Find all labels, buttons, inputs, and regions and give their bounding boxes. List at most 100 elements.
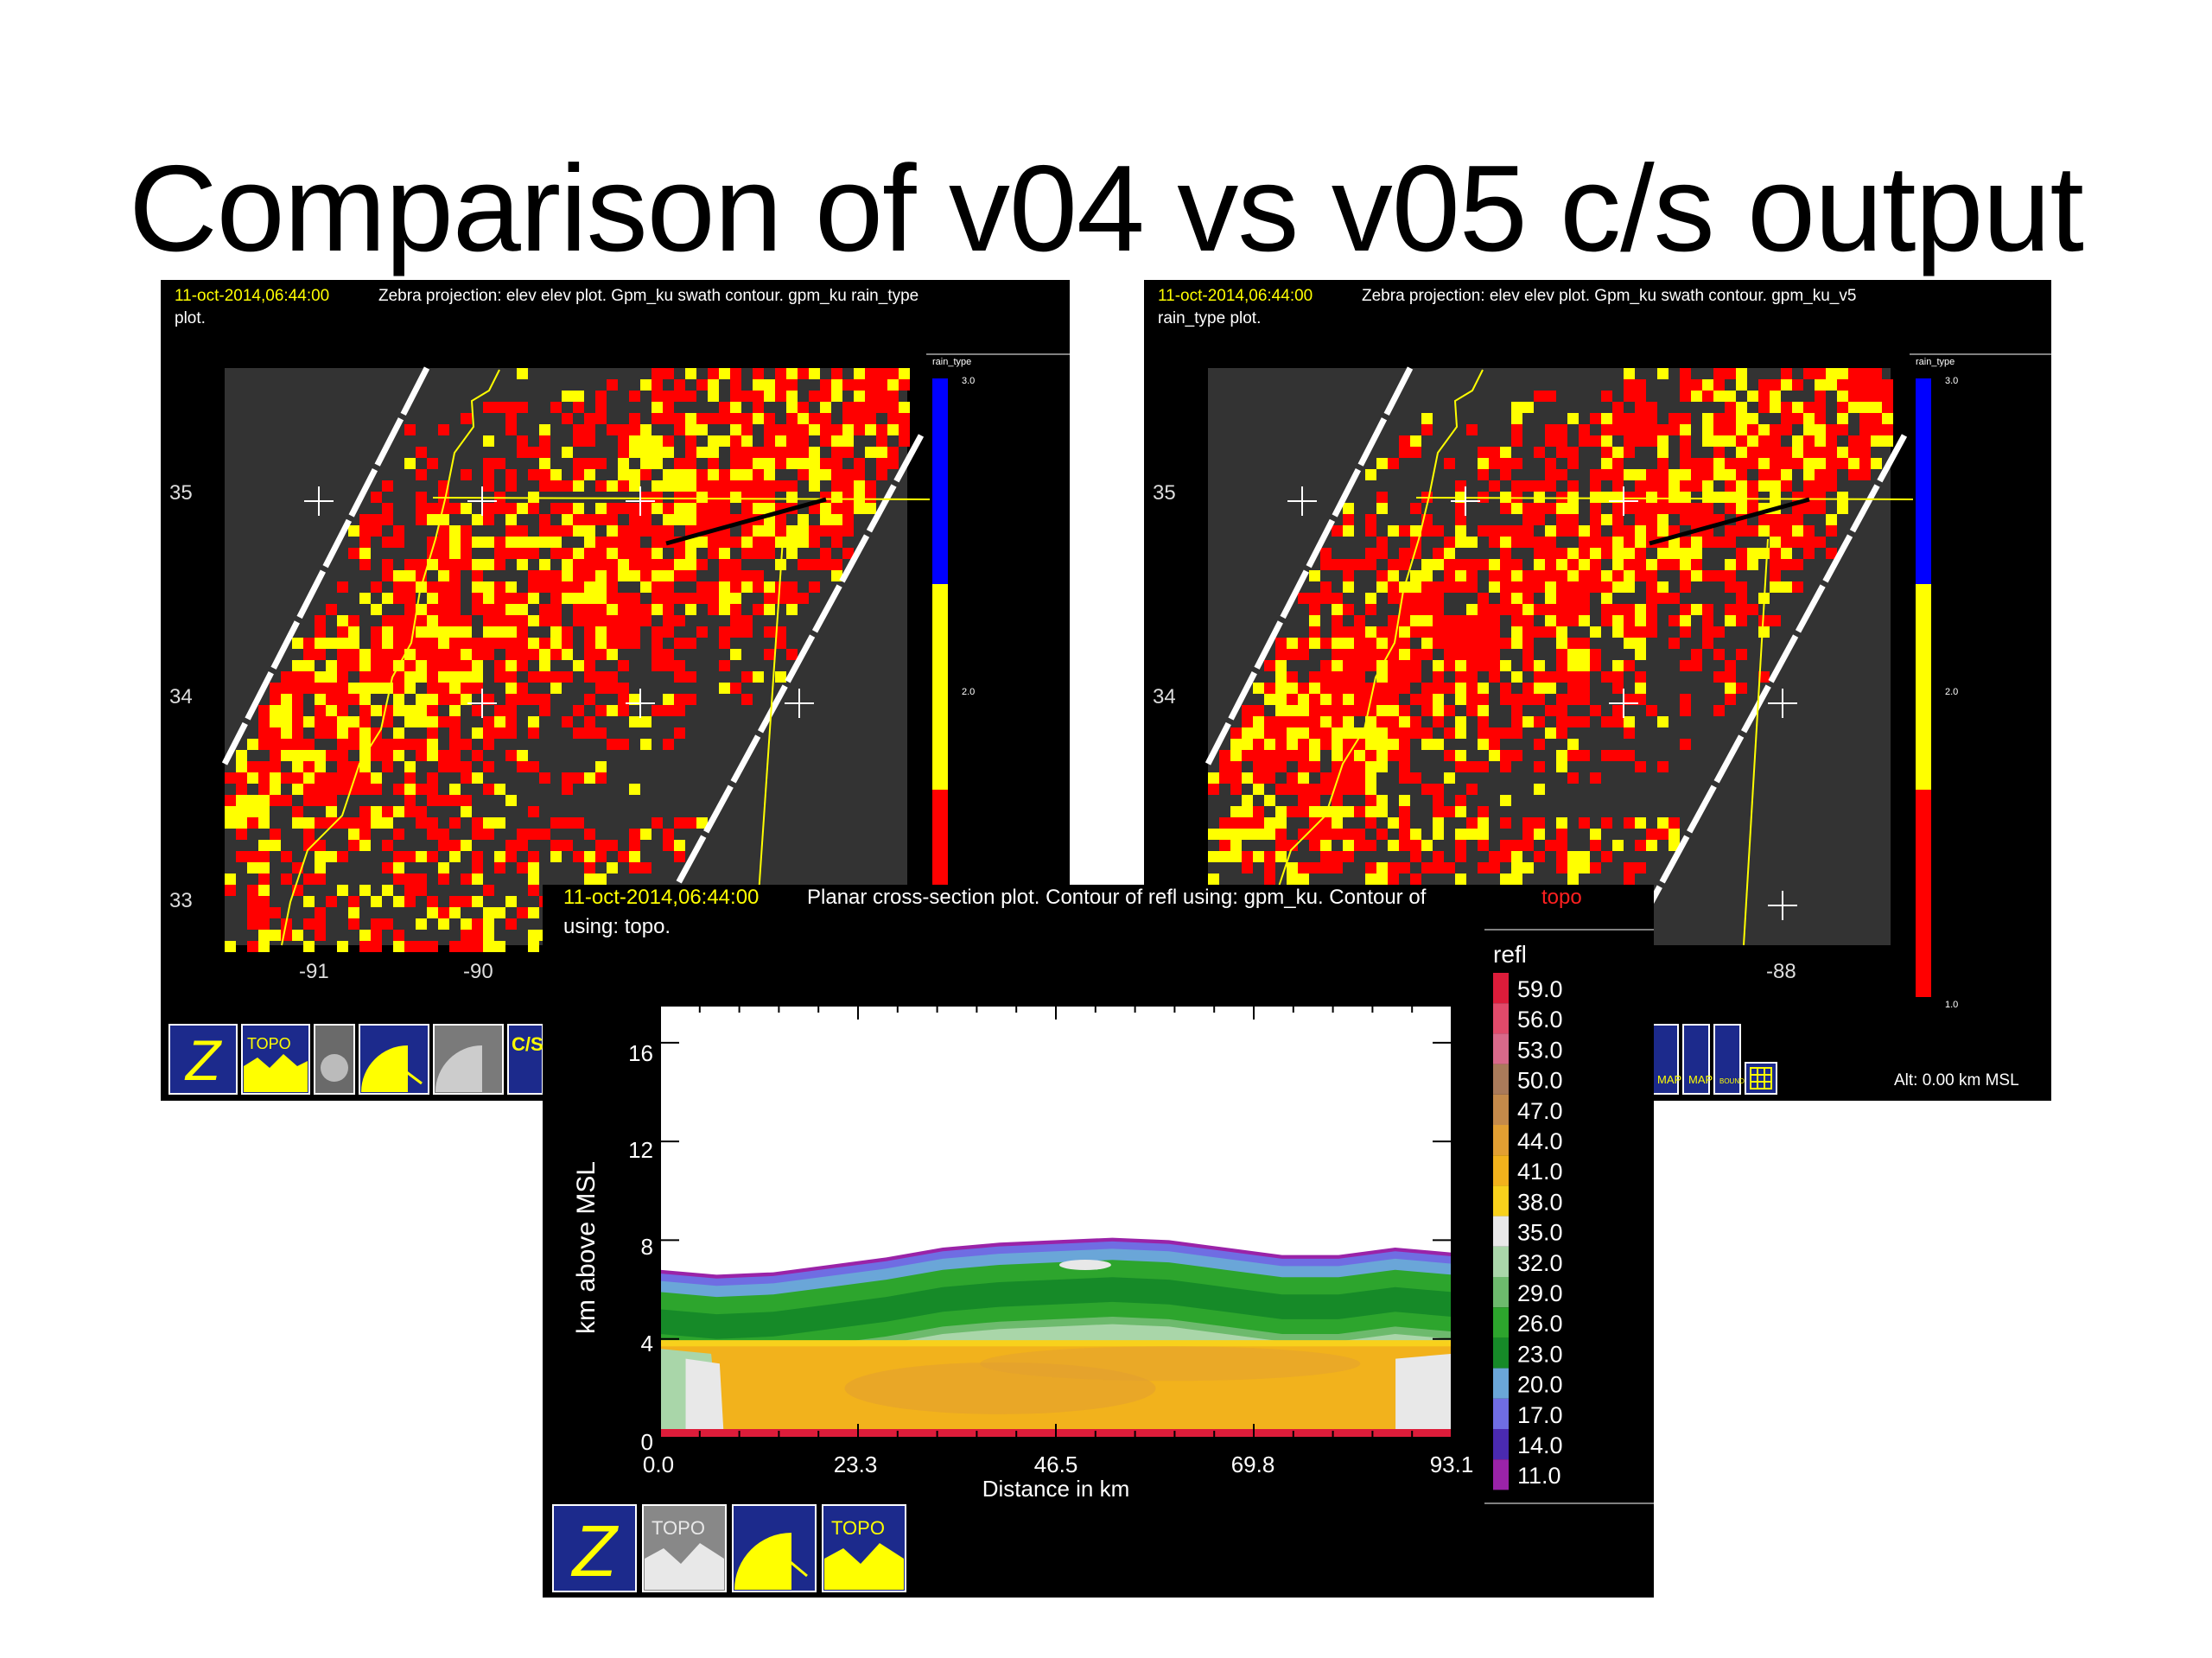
rain-cell — [1848, 391, 1859, 402]
topo-icon[interactable]: TOPO — [241, 1024, 310, 1095]
rain-cell — [1275, 840, 1287, 851]
rain-cell — [652, 705, 663, 716]
rain-cell — [427, 581, 438, 593]
rain-cell — [1725, 368, 1736, 379]
zebra-z-icon[interactable]: Z — [552, 1504, 637, 1592]
rain-cell — [887, 391, 899, 402]
rain-cell — [359, 683, 371, 694]
rain-cell — [528, 941, 539, 952]
rain-cell — [1713, 391, 1725, 402]
rain-cell — [1646, 705, 1657, 716]
rain-cell — [1624, 862, 1635, 873]
rain-cell — [404, 806, 416, 817]
rain-cell — [449, 739, 461, 750]
bounds-icon[interactable]: BOUNDS — [1713, 1024, 1749, 1095]
map-area[interactable] — [1205, 366, 1914, 952]
ku-xsect-icon[interactable] — [732, 1504, 817, 1592]
rain-cell — [416, 638, 427, 649]
rain-cell — [1264, 829, 1275, 840]
rain-cell — [1635, 638, 1646, 649]
rain-cell — [629, 548, 640, 559]
rain-cell — [427, 615, 438, 626]
rain-cell — [539, 705, 550, 716]
rain-cell — [393, 930, 404, 941]
topo-xsect-icon[interactable]: TOPO — [642, 1504, 727, 1592]
rain-cell — [1208, 784, 1219, 795]
rain-cell — [1713, 537, 1725, 548]
rain-cell — [1433, 705, 1444, 716]
rain-cell — [438, 424, 449, 435]
rain-cell — [1500, 469, 1511, 480]
rain-cell — [1433, 784, 1444, 795]
rain-cell — [1354, 649, 1365, 660]
rain-cell — [393, 941, 404, 952]
rain-cell — [528, 727, 539, 739]
rain-cell — [1624, 615, 1635, 626]
rain-cell — [1567, 503, 1579, 514]
rain-cell — [303, 829, 315, 840]
rain-cell — [573, 604, 584, 615]
rain-cell — [1725, 615, 1736, 626]
map-icon[interactable]: MAP — [1682, 1024, 1713, 1095]
rain-cell — [584, 660, 595, 671]
ku-gpm-icon[interactable] — [359, 1024, 429, 1095]
map-icon[interactable]: MAP — [1651, 1024, 1681, 1095]
rain-cell — [764, 525, 775, 537]
rain-cell — [1567, 480, 1579, 492]
rain-cell — [337, 615, 348, 626]
radar-icon[interactable] — [314, 1024, 355, 1095]
rain-cell — [1522, 615, 1534, 626]
rain-cell — [1388, 615, 1399, 626]
rain-cell — [573, 469, 584, 480]
rain-cell — [1882, 379, 1893, 391]
rain-cell — [562, 503, 573, 514]
rain-cell — [753, 548, 764, 559]
svg-text:TOPO: TOPO — [652, 1517, 705, 1539]
rain-cell — [404, 593, 416, 604]
rain-cell — [1478, 727, 1489, 739]
rain-cell — [663, 705, 674, 716]
rain-cell — [404, 716, 416, 727]
rain-cell — [517, 593, 528, 604]
rain-cell — [1287, 683, 1298, 694]
rain-cell — [1781, 368, 1792, 379]
rain-cell — [1837, 379, 1848, 391]
rain-cell — [1612, 840, 1624, 851]
rain-cell — [528, 851, 539, 862]
rain-cell — [1624, 525, 1635, 537]
rain-cell — [708, 604, 719, 615]
rain-cell — [517, 626, 528, 638]
cs-gpm-icon[interactable]: C/S — [507, 1024, 543, 1095]
rain-cell — [1275, 727, 1287, 739]
rain-cell — [1646, 469, 1657, 480]
rain-cell — [1421, 840, 1433, 851]
rain-cell — [1680, 379, 1691, 391]
rain-cell — [1669, 840, 1680, 851]
zebra-z-icon[interactable]: Z — [168, 1024, 238, 1095]
plot-area[interactable] — [659, 1005, 1452, 1439]
x-axis-label: Distance in km — [982, 1476, 1130, 1502]
rain-cell — [1466, 559, 1478, 570]
rain-cell — [1770, 581, 1781, 593]
map-area[interactable] — [221, 366, 931, 952]
rain-cell — [674, 514, 685, 525]
rain-cell — [809, 413, 820, 424]
grid-icon[interactable] — [1745, 1062, 1777, 1095]
rain-cell — [663, 626, 674, 638]
rain-cell — [1579, 525, 1590, 537]
rain-cell — [1489, 727, 1500, 739]
y-tick: 34 — [169, 685, 193, 708]
rain-cell — [236, 772, 247, 784]
rain-cell — [505, 615, 517, 626]
rain-cell — [236, 817, 247, 829]
rain-cell — [1332, 626, 1343, 638]
radar-gray-icon[interactable] — [433, 1024, 504, 1095]
rain-cell — [1343, 514, 1354, 525]
topo-xsect-icon[interactable]: TOPO — [822, 1504, 906, 1592]
rain-cell — [1298, 739, 1309, 750]
rain-cell — [1455, 873, 1466, 885]
rain-cell — [1320, 581, 1332, 593]
x-tick: 0.0 — [643, 1452, 674, 1477]
rain-cell — [1770, 469, 1781, 480]
rain-cell — [258, 817, 270, 829]
